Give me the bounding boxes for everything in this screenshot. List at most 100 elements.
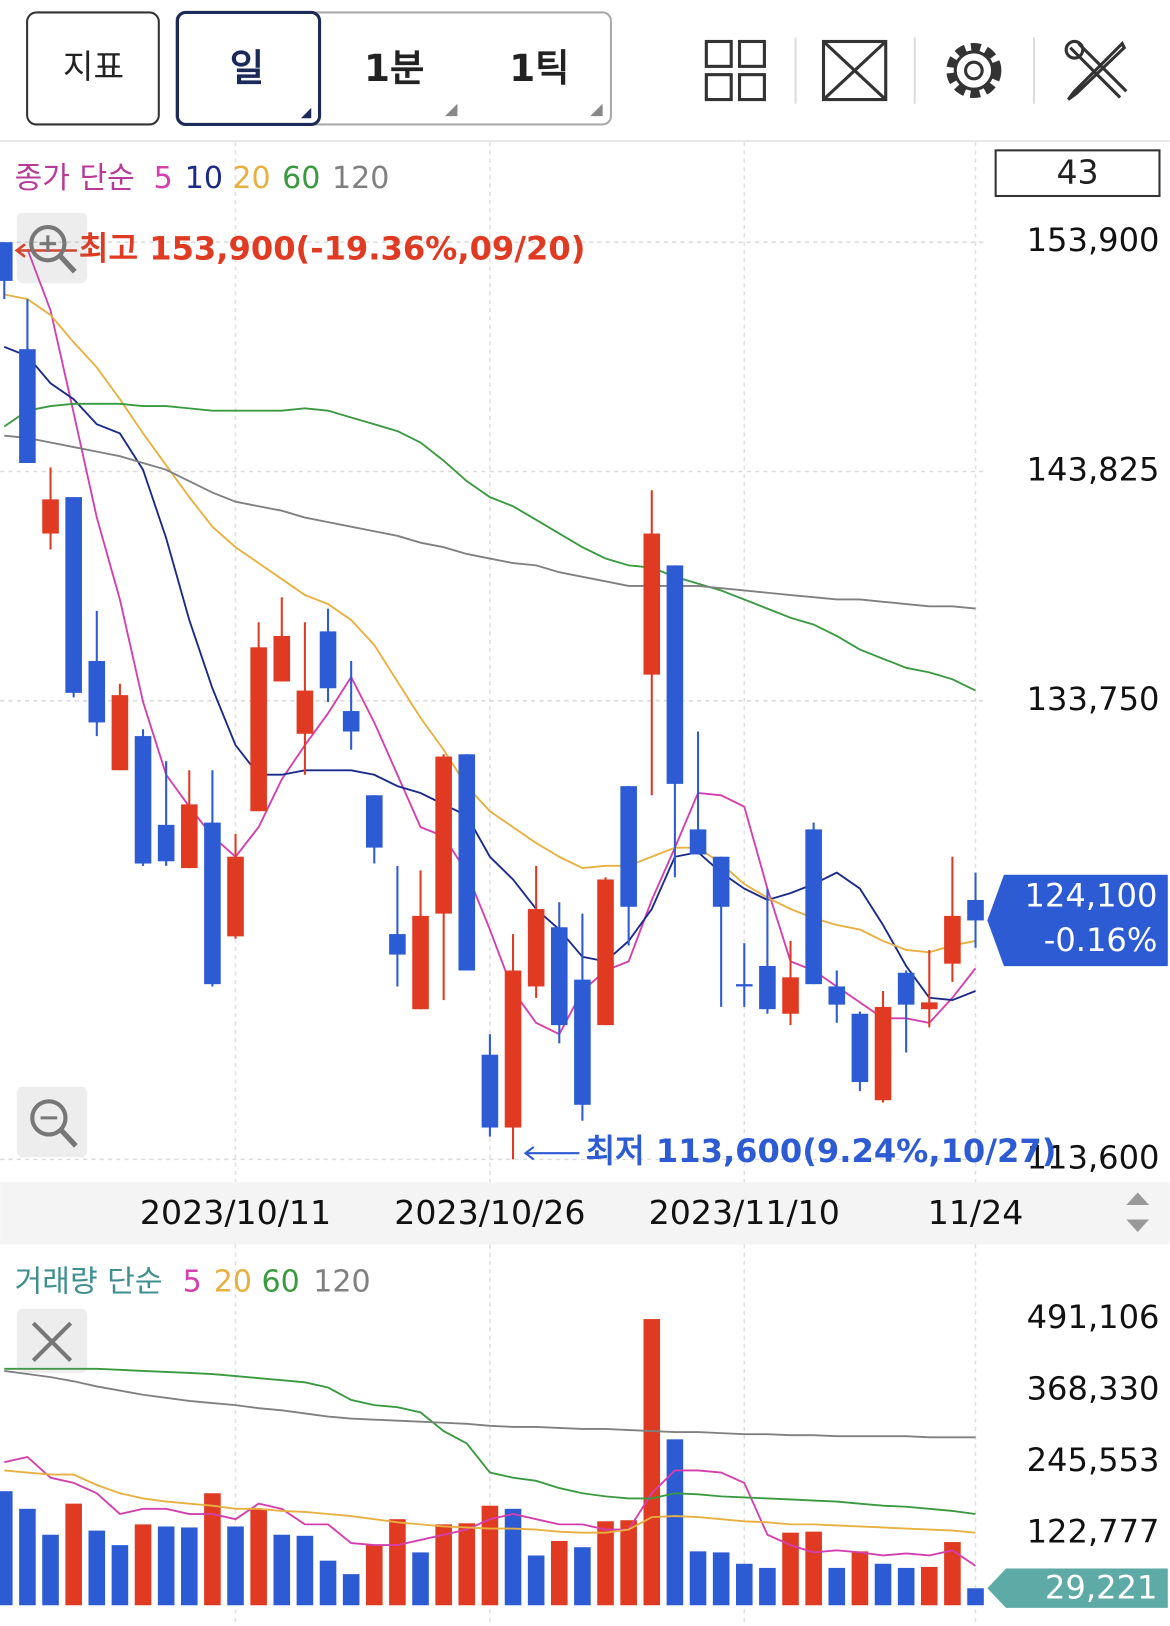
y-tick-label: 245,553 — [1027, 1441, 1160, 1479]
period-label[interactable]: 1틱 — [509, 46, 569, 90]
candle-body — [735, 984, 753, 987]
volume-bar — [157, 1526, 175, 1606]
candle-body — [851, 1013, 869, 1083]
period-selected[interactable] — [175, 10, 322, 126]
volume-bar — [111, 1545, 129, 1606]
volume-bar — [389, 1519, 406, 1606]
zoom-out-button[interactable] — [16, 1086, 88, 1158]
last-price-label: 124,100 — [1025, 877, 1158, 915]
candle-body — [157, 824, 175, 862]
volume-bar — [435, 1524, 452, 1606]
volume-bar — [735, 1563, 753, 1606]
legend-entry: 120 — [313, 1264, 370, 1299]
dropdown-mark — [445, 103, 458, 117]
plot: 2023/10/11 2023/10/26 2023/11/10 11/24113,6… — [0, 142, 1168, 1626]
candle-body — [944, 915, 961, 964]
scroll-arrows[interactable] — [1126, 1192, 1150, 1232]
candle-body — [666, 565, 684, 784]
candle-body — [389, 934, 406, 955]
volume-bar — [897, 1567, 915, 1606]
volume-bar — [851, 1551, 869, 1606]
volume-bar — [944, 1542, 961, 1606]
candle-body — [782, 977, 799, 1014]
settings-icon[interactable] — [946, 43, 1002, 98]
volume-bar — [666, 1439, 684, 1606]
legend-entry: 60 — [261, 1264, 299, 1299]
volume-bar — [19, 1508, 36, 1606]
legend-entry: 120 — [332, 161, 389, 196]
candle-body — [874, 1006, 892, 1101]
date-axis-bar — [0, 1182, 1170, 1245]
y-tick-label: 491,106 — [1027, 1298, 1160, 1336]
volume-bar — [550, 1540, 568, 1606]
volume-bar — [712, 1552, 730, 1606]
candle-body — [111, 695, 129, 771]
indicator-button[interactable] — [26, 11, 160, 126]
candle-body — [504, 970, 522, 1128]
candle-body — [897, 972, 915, 1005]
candle-body — [597, 879, 614, 1026]
volume-bar — [296, 1535, 314, 1606]
candle-body — [296, 690, 314, 734]
zoom-in-button[interactable] — [16, 212, 88, 284]
volume-bar — [828, 1567, 846, 1606]
candle-body — [319, 631, 337, 689]
layout-icon[interactable] — [704, 39, 766, 102]
x-tick-label: 2023/10/11 — [140, 1193, 331, 1232]
last-volume-label: 29,221 — [1045, 1568, 1157, 1606]
last-price-badge — [987, 874, 1168, 967]
candle-body — [967, 899, 984, 921]
volume-bar — [0, 1491, 13, 1606]
count-label: 43 — [1056, 153, 1098, 192]
x-tick-label: 2023/10/26 — [394, 1193, 585, 1232]
change-label: -0.16% — [1044, 921, 1158, 959]
period-label[interactable]: 일 — [230, 46, 264, 90]
max-annotation: 최고 153,900(-19.36%,09/20) — [79, 230, 585, 268]
moving-average-line — [4, 434, 976, 610]
expand-icon[interactable] — [821, 39, 888, 102]
legend-entry: 20 — [214, 1264, 252, 1299]
candle-body — [273, 635, 291, 682]
volume-bar — [481, 1505, 499, 1606]
dropdown-mark — [590, 103, 603, 117]
candle-body — [180, 804, 198, 869]
candle-body — [828, 986, 846, 1005]
volume-bar — [180, 1527, 198, 1606]
volume-bar — [319, 1560, 337, 1606]
candle-body — [759, 965, 776, 1010]
moving-average-line — [4, 1367, 976, 1515]
volume-bar — [967, 1588, 984, 1606]
candle-body — [227, 856, 244, 937]
dropdown-mark — [300, 107, 312, 119]
candle-body — [643, 533, 661, 675]
candle-body — [65, 497, 82, 693]
volume-bar — [204, 1493, 221, 1606]
candle-body — [412, 915, 429, 1010]
close-volume-button[interactable] — [16, 1308, 88, 1373]
candle-body — [620, 786, 637, 907]
moving-average-line — [4, 1369, 976, 1439]
period-label[interactable]: 1분 — [364, 46, 424, 90]
volume-bar — [689, 1551, 707, 1606]
volume-bar — [597, 1521, 614, 1606]
candle-body — [88, 660, 106, 723]
volume-bar — [227, 1526, 244, 1606]
y-tick-label: 143,825 — [1027, 451, 1160, 489]
candle-body — [527, 909, 545, 987]
candle-body — [574, 979, 591, 1105]
tools-icon[interactable] — [1064, 39, 1128, 101]
x-tick-label: 11/24 — [928, 1193, 1024, 1232]
volume-bar — [620, 1520, 637, 1606]
min-annotation: 최저 113,600(9.24%,10/27) — [586, 1132, 1057, 1170]
candle-body — [712, 856, 730, 907]
volume-bar — [643, 1319, 661, 1606]
candle-body — [481, 1054, 499, 1128]
legend-entry: 10 — [185, 161, 223, 196]
volume-bar — [920, 1566, 938, 1606]
candle-body — [920, 1002, 938, 1010]
candle-body — [805, 829, 822, 985]
candle-body — [204, 822, 221, 985]
indicator-label: 지표 — [63, 47, 124, 86]
